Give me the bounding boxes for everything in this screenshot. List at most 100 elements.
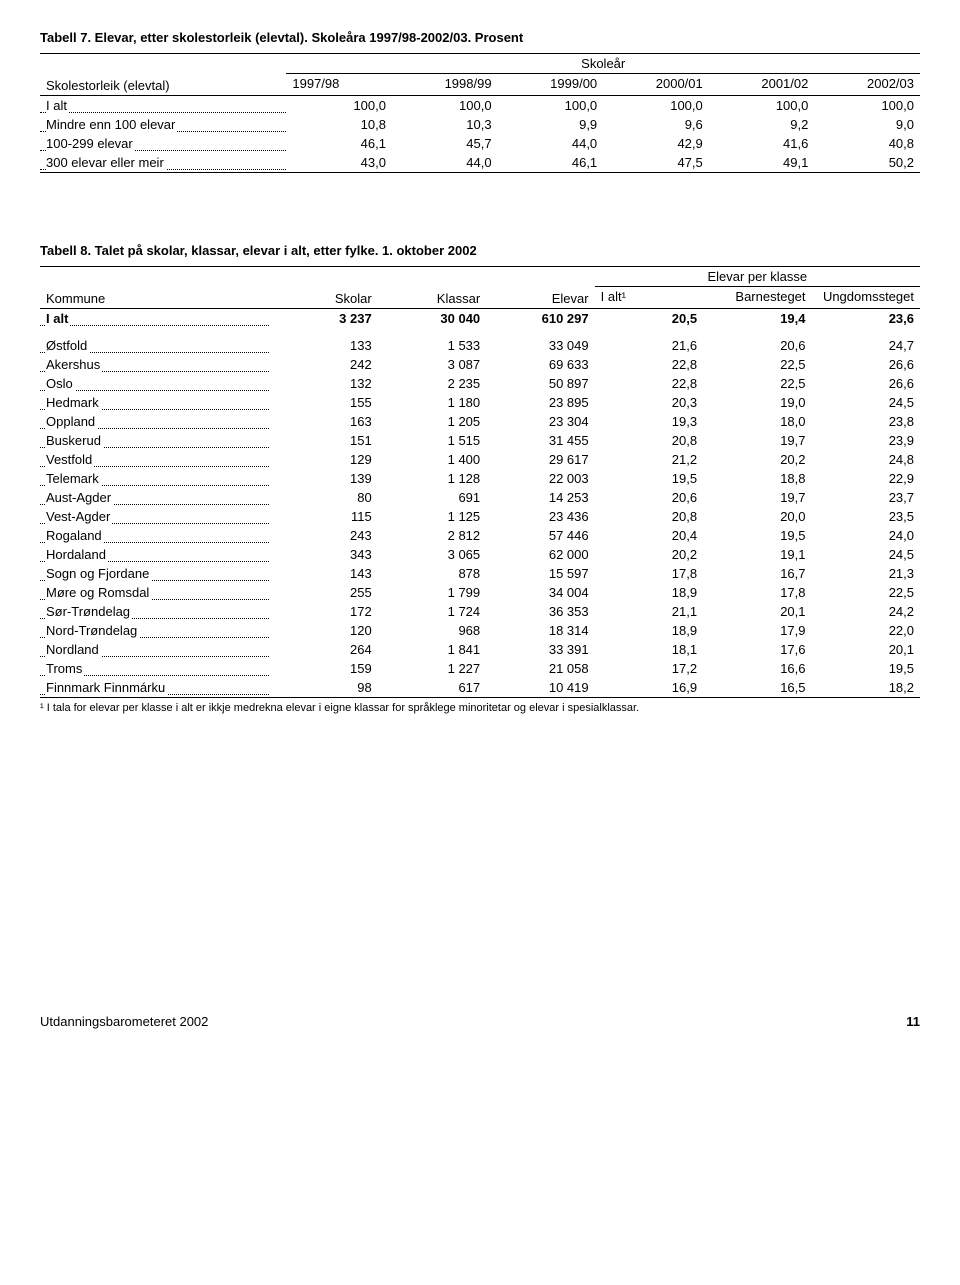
- cell: 22,9: [812, 469, 920, 488]
- cell: 1 128: [378, 469, 486, 488]
- t8-spanner: Elevar per klasse: [595, 267, 920, 287]
- cell: 98: [269, 678, 377, 698]
- cell: 24,0: [812, 526, 920, 545]
- cell: 24,5: [812, 545, 920, 564]
- cell: 17,9: [703, 621, 811, 640]
- cell: 18 314: [486, 621, 594, 640]
- cell: 163: [269, 412, 377, 431]
- cell: 24,2: [812, 602, 920, 621]
- table-row: Troms1591 22721 05817,216,619,5: [40, 659, 920, 678]
- cell: 617: [378, 678, 486, 698]
- cell: 23 304: [486, 412, 594, 431]
- table-row: Telemark1391 12822 00319,518,822,9: [40, 469, 920, 488]
- row-label: I alt: [40, 309, 269, 329]
- t8-col: Elevar: [486, 267, 594, 309]
- cell: 21,1: [595, 602, 703, 621]
- page-footer: Utdanningsbarometeret 2002 11: [40, 1014, 920, 1029]
- cell: 3 087: [378, 355, 486, 374]
- cell: 10,3: [392, 115, 498, 134]
- table-row: Hordaland3433 06562 00020,219,124,5: [40, 545, 920, 564]
- cell: 31 455: [486, 431, 594, 450]
- cell: 23 436: [486, 507, 594, 526]
- cell: 23,9: [812, 431, 920, 450]
- cell: 1 799: [378, 583, 486, 602]
- cell: 139: [269, 469, 377, 488]
- cell: 143: [269, 564, 377, 583]
- cell: 100,0: [498, 96, 604, 116]
- t8-col: Klassar: [378, 267, 486, 309]
- cell: 129: [269, 450, 377, 469]
- row-label: Østfold: [40, 328, 269, 355]
- cell: 20,8: [595, 507, 703, 526]
- cell: 16,6: [703, 659, 811, 678]
- cell: 20,3: [595, 393, 703, 412]
- row-label: Hedmark: [40, 393, 269, 412]
- cell: 19,4: [703, 309, 811, 329]
- row-label: Møre og Romsdal: [40, 583, 269, 602]
- cell: 42,9: [603, 134, 709, 153]
- cell: 22,0: [812, 621, 920, 640]
- cell: 17,6: [703, 640, 811, 659]
- cell: 29 617: [486, 450, 594, 469]
- cell: 20,2: [595, 545, 703, 564]
- row-label: Aust-Agder: [40, 488, 269, 507]
- cell: 34 004: [486, 583, 594, 602]
- cell: 132: [269, 374, 377, 393]
- cell: 18,8: [703, 469, 811, 488]
- cell: 3 237: [269, 309, 377, 329]
- cell: 9,0: [814, 115, 920, 134]
- footer-page: 11: [906, 1014, 920, 1029]
- cell: 50,2: [814, 153, 920, 173]
- cell: 133: [269, 328, 377, 355]
- cell: 80: [269, 488, 377, 507]
- table-row: Sør-Trøndelag1721 72436 35321,120,124,2: [40, 602, 920, 621]
- cell: 151: [269, 431, 377, 450]
- cell: 50 897: [486, 374, 594, 393]
- cell: 243: [269, 526, 377, 545]
- cell: 23,7: [812, 488, 920, 507]
- cell: 22 003: [486, 469, 594, 488]
- cell: 3 065: [378, 545, 486, 564]
- cell: 610 297: [486, 309, 594, 329]
- cell: 49,1: [709, 153, 815, 173]
- cell: 16,9: [595, 678, 703, 698]
- t7-col: 2000/01: [603, 74, 709, 96]
- cell: 19,5: [812, 659, 920, 678]
- cell: 47,5: [603, 153, 709, 173]
- cell: 41,6: [709, 134, 815, 153]
- cell: 1 515: [378, 431, 486, 450]
- cell: 24,7: [812, 328, 920, 355]
- row-label: Akershus: [40, 355, 269, 374]
- t7-col: 1999/00: [498, 74, 604, 96]
- cell: 691: [378, 488, 486, 507]
- row-label: Vest-Agder: [40, 507, 269, 526]
- row-label: Buskerud: [40, 431, 269, 450]
- row-label: Sør-Trøndelag: [40, 602, 269, 621]
- cell: 17,8: [595, 564, 703, 583]
- cell: 20,1: [703, 602, 811, 621]
- row-label: Nord-Trøndelag: [40, 621, 269, 640]
- row-label: Oslo: [40, 374, 269, 393]
- cell: 20,0: [703, 507, 811, 526]
- cell: 22,5: [812, 583, 920, 602]
- table-row: Mindre enn 100 elevar 10,810,39,99,69,29…: [40, 115, 920, 134]
- table-row: Vestfold1291 40029 61721,220,224,8: [40, 450, 920, 469]
- table-row: Oslo1322 23550 89722,822,526,6: [40, 374, 920, 393]
- cell: 115: [269, 507, 377, 526]
- cell: 21 058: [486, 659, 594, 678]
- cell: 19,5: [703, 526, 811, 545]
- cell: 19,7: [703, 488, 811, 507]
- cell: 19,7: [703, 431, 811, 450]
- cell: 22,5: [703, 355, 811, 374]
- cell: 1 227: [378, 659, 486, 678]
- table-row-total: I alt3 23730 040610 29720,519,423,6: [40, 309, 920, 329]
- cell: 45,7: [392, 134, 498, 153]
- cell: 120: [269, 621, 377, 640]
- cell: 242: [269, 355, 377, 374]
- t7-corner: Skolestorleik (elevtal): [40, 54, 286, 96]
- cell: 30 040: [378, 309, 486, 329]
- row-label: Nordland: [40, 640, 269, 659]
- cell: 23,6: [812, 309, 920, 329]
- t8-corner: Kommune: [40, 267, 269, 309]
- cell: 26,6: [812, 374, 920, 393]
